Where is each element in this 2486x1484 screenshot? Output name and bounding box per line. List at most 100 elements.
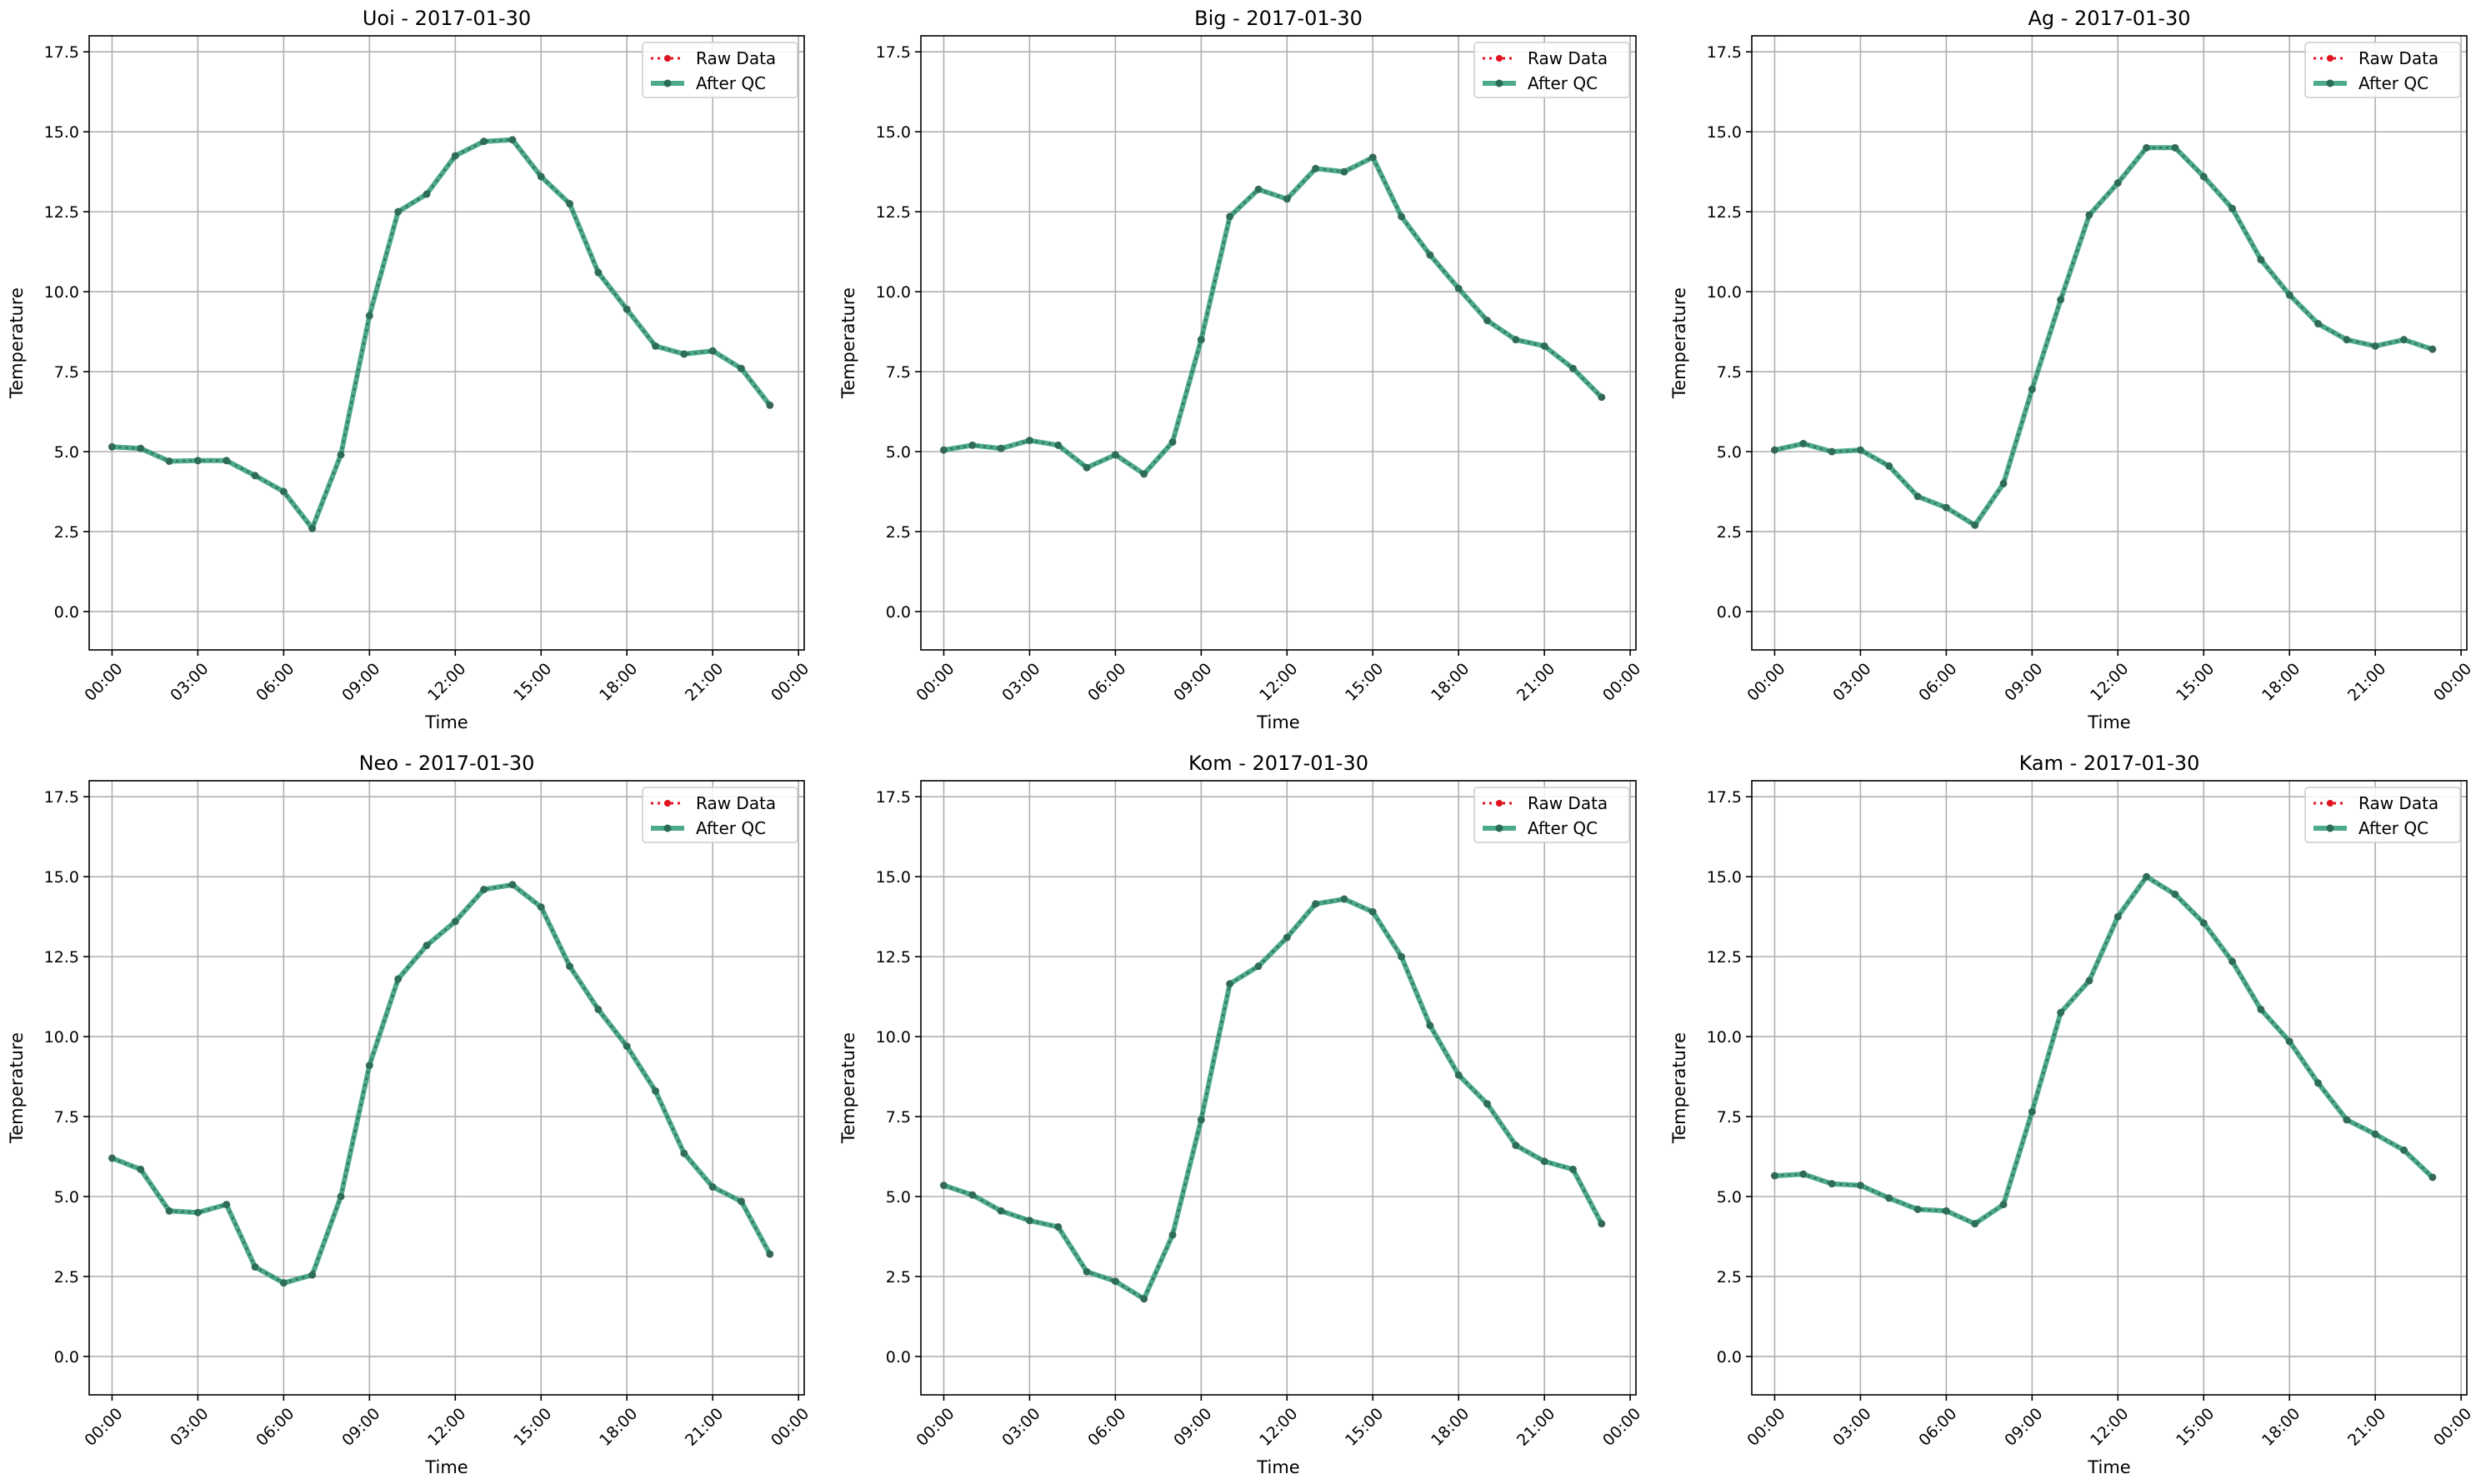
x-tick-label: 21:00	[2344, 1405, 2389, 1450]
legend: Raw Data After QC	[642, 42, 798, 98]
y-tick-label: 12.5	[44, 948, 79, 967]
point-after-qc	[1540, 1157, 1548, 1166]
x-axis-label: Time	[424, 1457, 468, 1477]
x-tick-label: 00:00	[1743, 660, 1788, 705]
point-after-qc	[2199, 919, 2208, 927]
point-after-qc	[108, 1154, 116, 1162]
point-after-qc	[2085, 211, 2093, 219]
point-after-qc	[251, 1262, 259, 1271]
point-after-qc	[566, 962, 574, 971]
legend: Raw Data After QC	[2304, 787, 2461, 843]
point-after-qc	[766, 401, 774, 409]
point-after-qc	[2113, 912, 2122, 921]
point-after-qc	[165, 457, 173, 466]
series-line-after-qc-overlay	[112, 883, 771, 1284]
legend-marker-raw-data	[2327, 800, 2333, 807]
point-after-qc	[537, 903, 545, 912]
y-tick-label: 2.5	[1717, 523, 1742, 542]
x-tick-label: 18:00	[596, 660, 641, 705]
point-after-qc	[2314, 1079, 2323, 1087]
y-tick-label: 10.0	[44, 283, 79, 302]
point-after-qc	[480, 137, 488, 146]
subplot-5: 00:00 03:00 06:00 09:00 12:00 15:00 18:00 21:00…	[838, 752, 1644, 1477]
x-tick-label: 06:00	[1084, 1405, 1129, 1450]
point-after-qc	[2228, 957, 2237, 966]
point-after-qc	[708, 347, 717, 355]
point-after-qc	[1971, 1220, 1979, 1228]
point-after-qc	[2085, 977, 2093, 985]
x-axis-label: Time	[2087, 712, 2130, 732]
legend-label-after-qc: After QC	[1528, 73, 1598, 93]
point-after-qc	[423, 190, 431, 198]
point-after-qc	[2371, 1130, 2379, 1138]
point-after-qc	[394, 975, 403, 983]
y-tick-label: 17.5	[1707, 788, 1742, 807]
x-tick-label: 09:00	[2001, 660, 2046, 705]
x-tick-label: 09:00	[2001, 1405, 2046, 1450]
y-tick-label: 15.0	[1707, 868, 1742, 887]
legend-marker-after-qc	[1495, 824, 1503, 832]
point-after-qc	[737, 1197, 745, 1206]
y-tick-label: 5.0	[1717, 443, 1742, 462]
point-after-qc	[623, 1042, 631, 1051]
point-after-qc	[1226, 212, 1234, 221]
y-tick-label: 7.5	[54, 363, 79, 382]
plot-frame	[88, 780, 805, 1396]
y-axis-label: Temperature	[7, 1032, 27, 1144]
y-tick-label: 15.0	[1707, 123, 1742, 142]
y-tick-label: 2.5	[54, 1268, 79, 1287]
point-after-qc	[2057, 1008, 2065, 1017]
x-axis-label: Time	[424, 712, 468, 732]
y-tick-label: 15.0	[44, 123, 79, 142]
legend-label-after-qc: After QC	[696, 73, 766, 93]
y-tick-label: 7.5	[886, 363, 911, 382]
point-after-qc	[1312, 164, 1320, 172]
y-axis-label: Temperature	[838, 1032, 858, 1144]
point-after-qc	[2314, 319, 2323, 327]
point-after-qc	[1454, 1071, 1463, 1079]
point-after-qc	[137, 444, 145, 452]
series-line-raw-data	[111, 883, 772, 1285]
point-after-qc	[365, 1062, 373, 1070]
point-after-qc	[108, 442, 116, 451]
point-after-qc	[1340, 167, 1348, 176]
x-tick-label: 12:00	[1256, 1405, 1301, 1450]
point-after-qc	[2143, 143, 2151, 152]
point-after-qc	[1140, 470, 1148, 478]
y-tick-label: 5.0	[54, 443, 79, 462]
chart-title: Uoi - 2017-01-30	[363, 7, 531, 30]
y-tick-label: 7.5	[886, 1108, 911, 1127]
x-tick-label: 00:00	[1599, 660, 1644, 705]
x-tick-label: 00:00	[913, 1405, 958, 1450]
x-tick-label: 06:00	[1915, 660, 1960, 705]
point-after-qc	[337, 451, 345, 459]
y-axis-label: Temperature	[1669, 287, 1689, 399]
x-tick-label: 21:00	[1513, 660, 1558, 705]
point-after-qc	[1856, 1182, 1864, 1190]
point-after-qc	[2171, 890, 2179, 898]
series-line-after-qc	[1773, 145, 2433, 528]
point-after-qc	[1885, 462, 1893, 470]
point-after-qc	[1512, 1142, 1520, 1150]
x-tick-label: 00:00	[768, 660, 813, 705]
point-after-qc	[451, 152, 459, 160]
legend-label-raw-data: Raw Data	[1528, 48, 1608, 68]
plot-frame	[1751, 35, 2468, 651]
point-after-qc	[2199, 172, 2208, 181]
point-after-qc	[279, 1279, 288, 1287]
legend-label-after-qc: After QC	[1528, 818, 1598, 838]
legend-label-raw-data: Raw Data	[1528, 793, 1608, 813]
x-axis-label: Time	[2087, 1457, 2130, 1477]
series-line-after-qc	[943, 154, 1603, 477]
point-after-qc	[1856, 446, 1864, 454]
y-tick-label: 0.0	[1717, 1348, 1742, 1367]
series-line-after-qc	[943, 897, 1604, 1302]
point-after-qc	[1025, 1217, 1033, 1225]
y-tick-label: 10.0	[44, 1028, 79, 1047]
legend-marker-after-qc	[1495, 79, 1503, 87]
y-tick-label: 12.5	[44, 203, 79, 222]
point-after-qc	[939, 1182, 948, 1190]
y-tick-label: 5.0	[886, 443, 911, 462]
point-after-qc	[1340, 895, 1348, 903]
point-after-qc	[1999, 1201, 2008, 1209]
